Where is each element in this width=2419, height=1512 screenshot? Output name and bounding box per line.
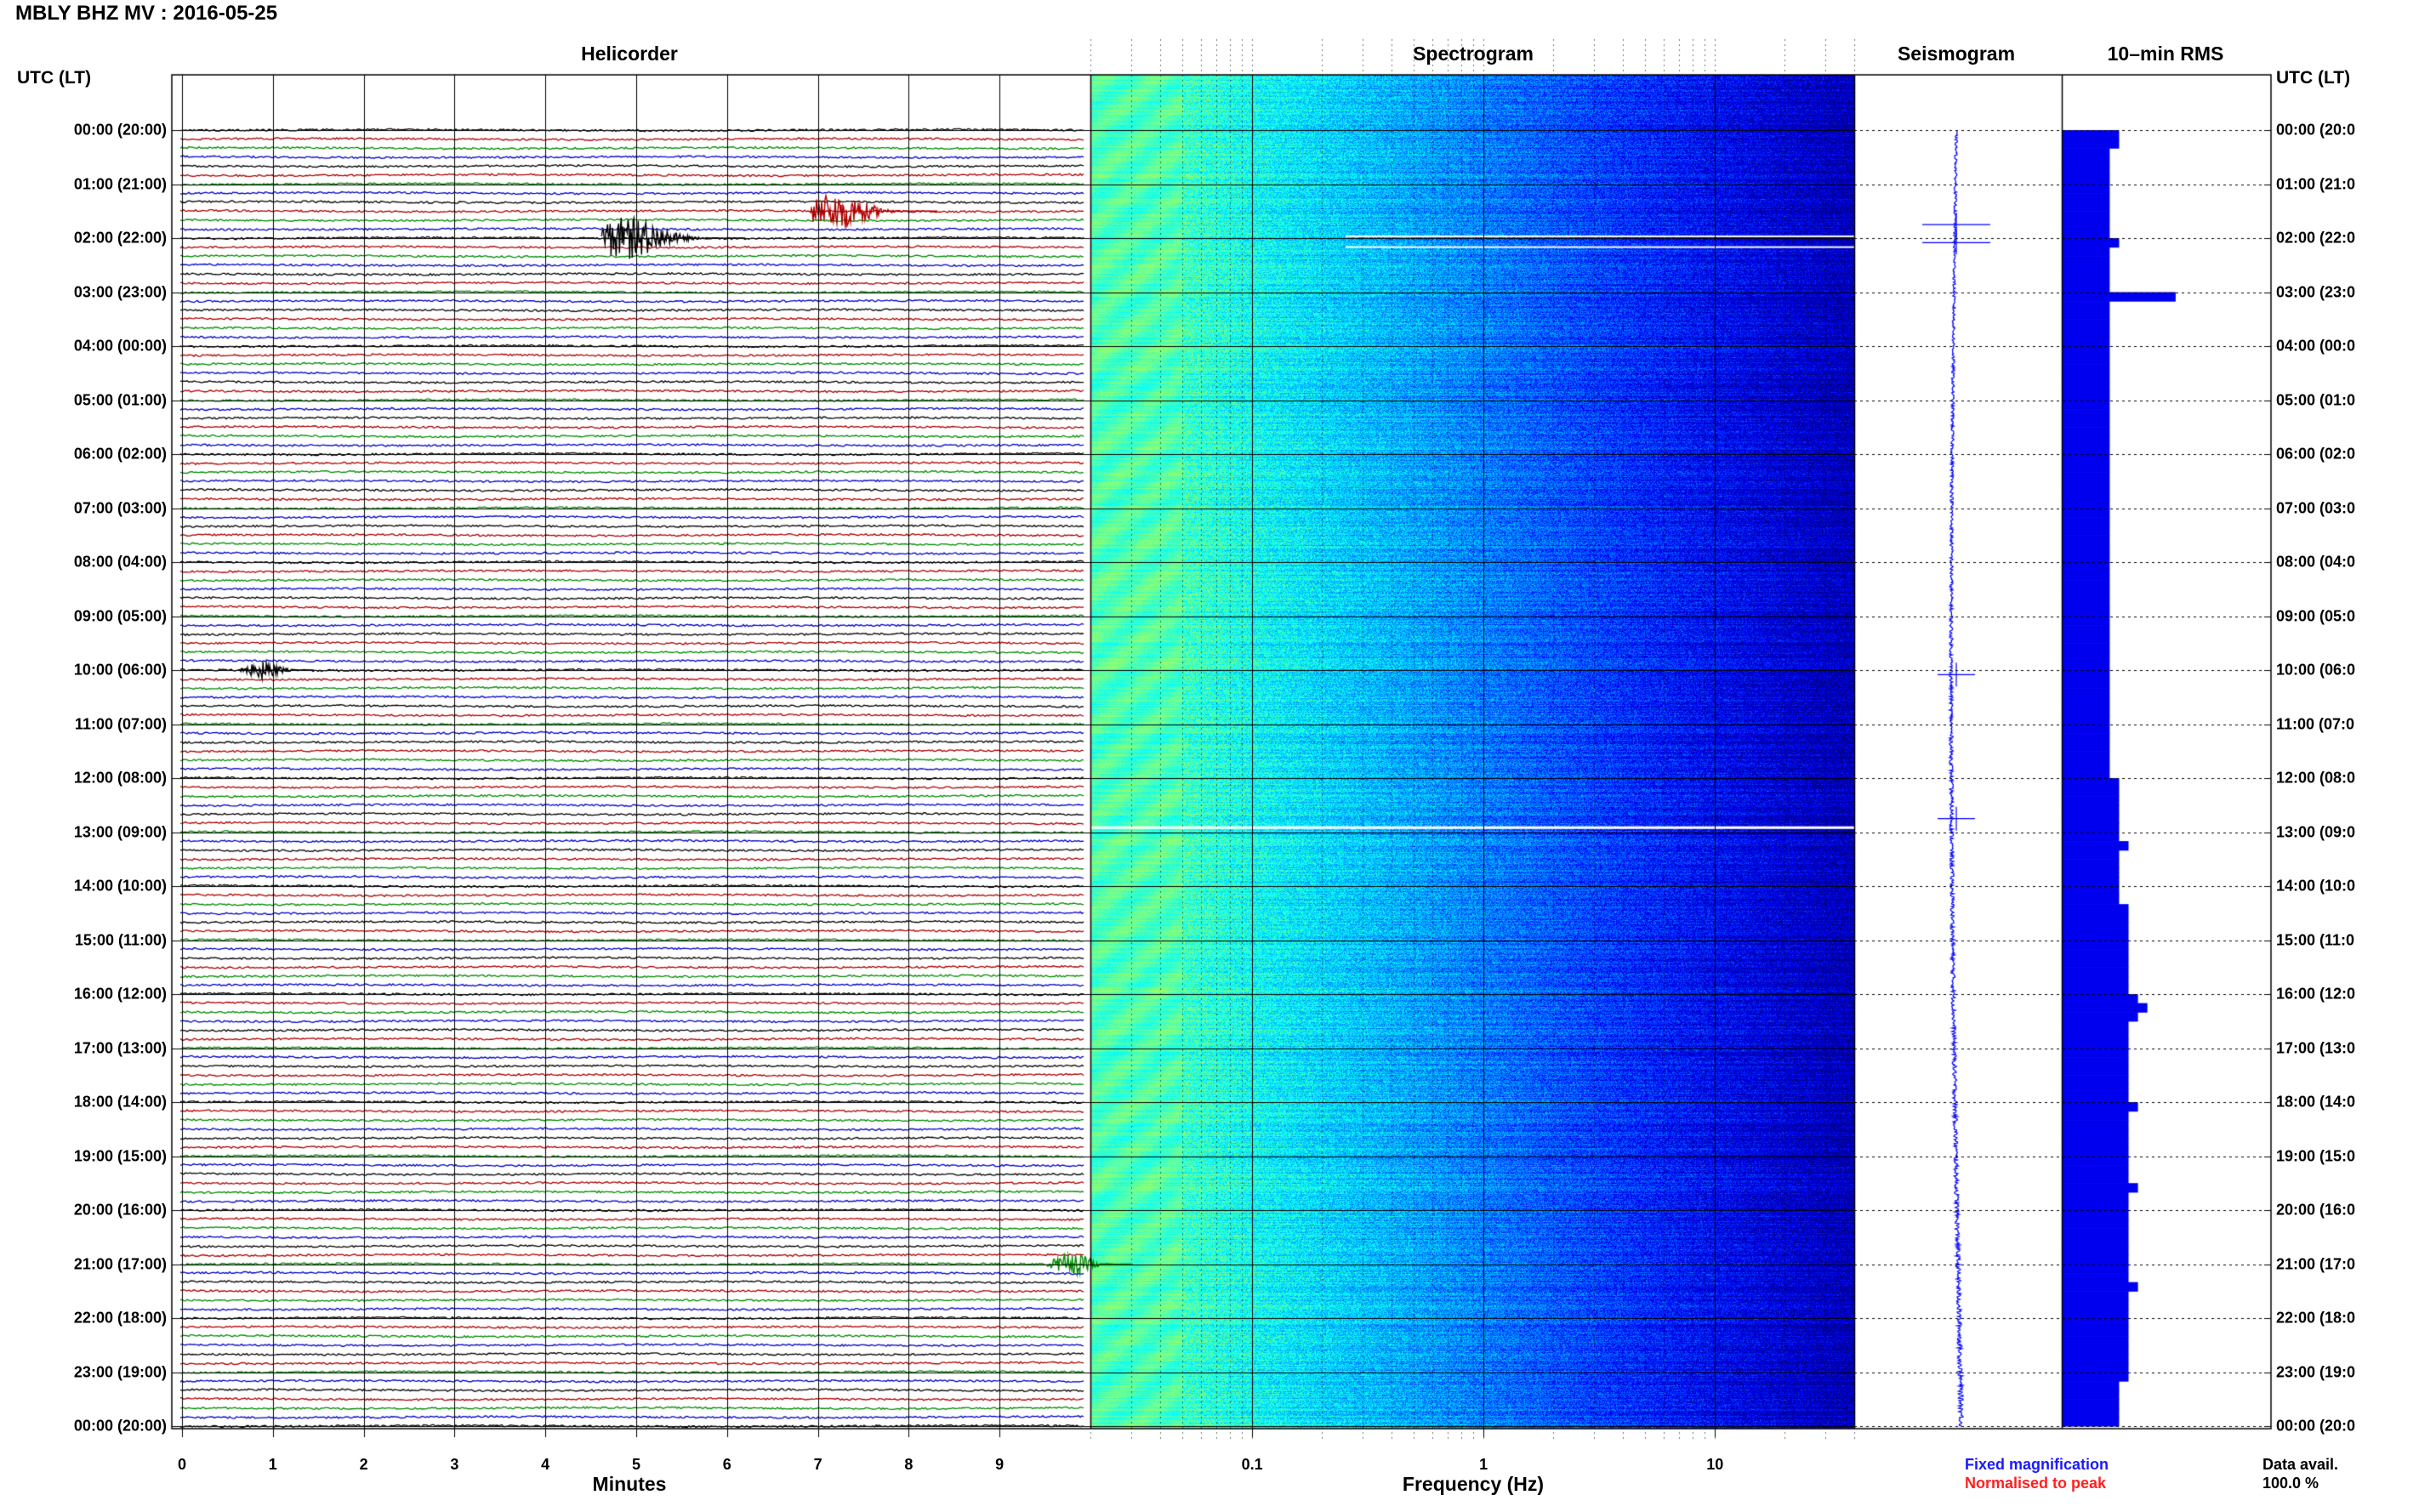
time-label-right: 03:00 (23:0 [2276,283,2356,300]
minute-tick-label: 4 [541,1456,550,1473]
time-label-right: 21:00 (17:0 [2276,1255,2356,1272]
time-label-left: 16:00 (12:00) [73,985,167,1003]
time-label-left: 17:00 (13:00) [73,1039,167,1056]
time-label-left: 09:00 (05:00) [73,607,167,624]
station-title: MBLY BHZ MV : 2016-05-25 [15,2,278,25]
utc-header-left: UTC (LT) [17,68,92,88]
time-label-left: 05:00 (01:00) [73,391,167,408]
time-label-left: 04:00 (00:00) [73,337,167,355]
time-label-left: 10:00 (06:00) [73,661,167,679]
time-label-right: 04:00 (00:0 [2276,337,2356,355]
minute-tick-label: 2 [359,1456,368,1473]
time-label-right: 23:00 (19:0 [2276,1363,2356,1380]
time-label-left: 11:00 (07:00) [74,715,167,732]
time-label-right: 02:00 (22:0 [2276,229,2356,247]
time-label-right: 00:00 (20:0 [2276,1417,2356,1435]
minute-tick-label: 9 [995,1456,1005,1473]
minute-tick-label: 1 [268,1456,277,1473]
frequency-axis-title: Frequency (Hz) [1402,1473,1545,1495]
time-label-left: 22:00 (18:00) [73,1309,167,1327]
time-label-right: 09:00 (05:0 [2276,607,2356,624]
time-label-left: 15:00 (11:00) [74,931,167,948]
minute-tick-label: 7 [813,1456,822,1473]
time-label-right: 22:00 (18:0 [2276,1309,2356,1327]
time-label-right: 05:00 (01:0 [2276,391,2356,408]
helicorder-title: Helicorder [581,43,678,65]
minute-tick-label: 3 [450,1456,459,1473]
time-label-left: 13:00 (09:00) [73,823,167,840]
legend-fixed-magnification: Fixed magnification [1965,1456,2109,1473]
frequency-tick-label: 0.1 [1241,1456,1263,1473]
time-label-left: 06:00 (02:00) [73,445,167,463]
minute-tick-label: 6 [722,1456,731,1473]
minute-tick-label: 5 [631,1456,641,1473]
time-label-right: 00:00 (20:0 [2276,121,2356,139]
rms-title: 10–min RMS [2107,43,2224,65]
time-label-left: 14:00 (10:00) [73,877,167,895]
time-label-right: 20:00 (16:0 [2276,1201,2356,1219]
time-label-right: 17:00 (13:0 [2276,1039,2356,1056]
time-label-left: 21:00 (17:00) [73,1255,167,1272]
seismogram-title: Seismogram [1897,43,2016,65]
time-label-left: 02:00 (22:00) [73,229,167,247]
time-label-right: 11:00 (07:0 [2276,715,2355,732]
time-label-right: 13:00 (09:0 [2276,823,2356,840]
time-label-right: 10:00 (06:0 [2276,661,2356,679]
data-availability-label: Data avail. [2262,1456,2339,1473]
minute-tick-label: 0 [177,1456,187,1473]
time-label-right: 15:00 (11:0 [2276,931,2355,948]
time-label-left: 08:00 (04:00) [73,553,167,571]
time-label-left: 07:00 (03:00) [73,499,167,516]
minute-tick-label: 8 [904,1456,914,1473]
time-label-left: 12:00 (08:00) [73,769,167,787]
time-label-left: 00:00 (20:00) [73,121,167,139]
time-label-right: 01:00 (21:0 [2276,175,2356,192]
time-label-right: 12:00 (08:0 [2276,769,2356,787]
data-availability-value: 100.0 % [2262,1475,2319,1492]
frequency-tick-label: 1 [1479,1456,1488,1473]
minutes-axis-title: Minutes [592,1473,667,1495]
time-label-left: 20:00 (16:00) [73,1201,167,1219]
time-label-right: 07:00 (03:0 [2276,499,2356,516]
time-label-right: 16:00 (12:0 [2276,985,2356,1003]
time-label-right: 19:00 (15:0 [2276,1147,2356,1164]
spectrogram-title: Spectrogram [1413,43,1534,65]
time-label-right: 18:00 (14:0 [2276,1093,2356,1111]
time-label-right: 06:00 (02:0 [2276,445,2356,463]
time-label-left: 00:00 (20:00) [73,1417,167,1435]
time-label-left: 03:00 (23:00) [73,283,167,300]
time-label-right: 14:00 (10:0 [2276,877,2356,895]
frequency-tick-label: 10 [1706,1456,1724,1473]
time-label-right: 08:00 (04:0 [2276,553,2356,571]
time-label-left: 01:00 (21:00) [73,175,167,192]
utc-header-right: UTC (LT) [2276,68,2351,88]
time-label-left: 18:00 (14:00) [73,1093,167,1111]
time-label-left: 23:00 (19:00) [73,1363,167,1380]
time-label-left: 19:00 (15:00) [73,1147,167,1164]
legend-normalised-to-peak: Normalised to peak [1965,1475,2107,1492]
